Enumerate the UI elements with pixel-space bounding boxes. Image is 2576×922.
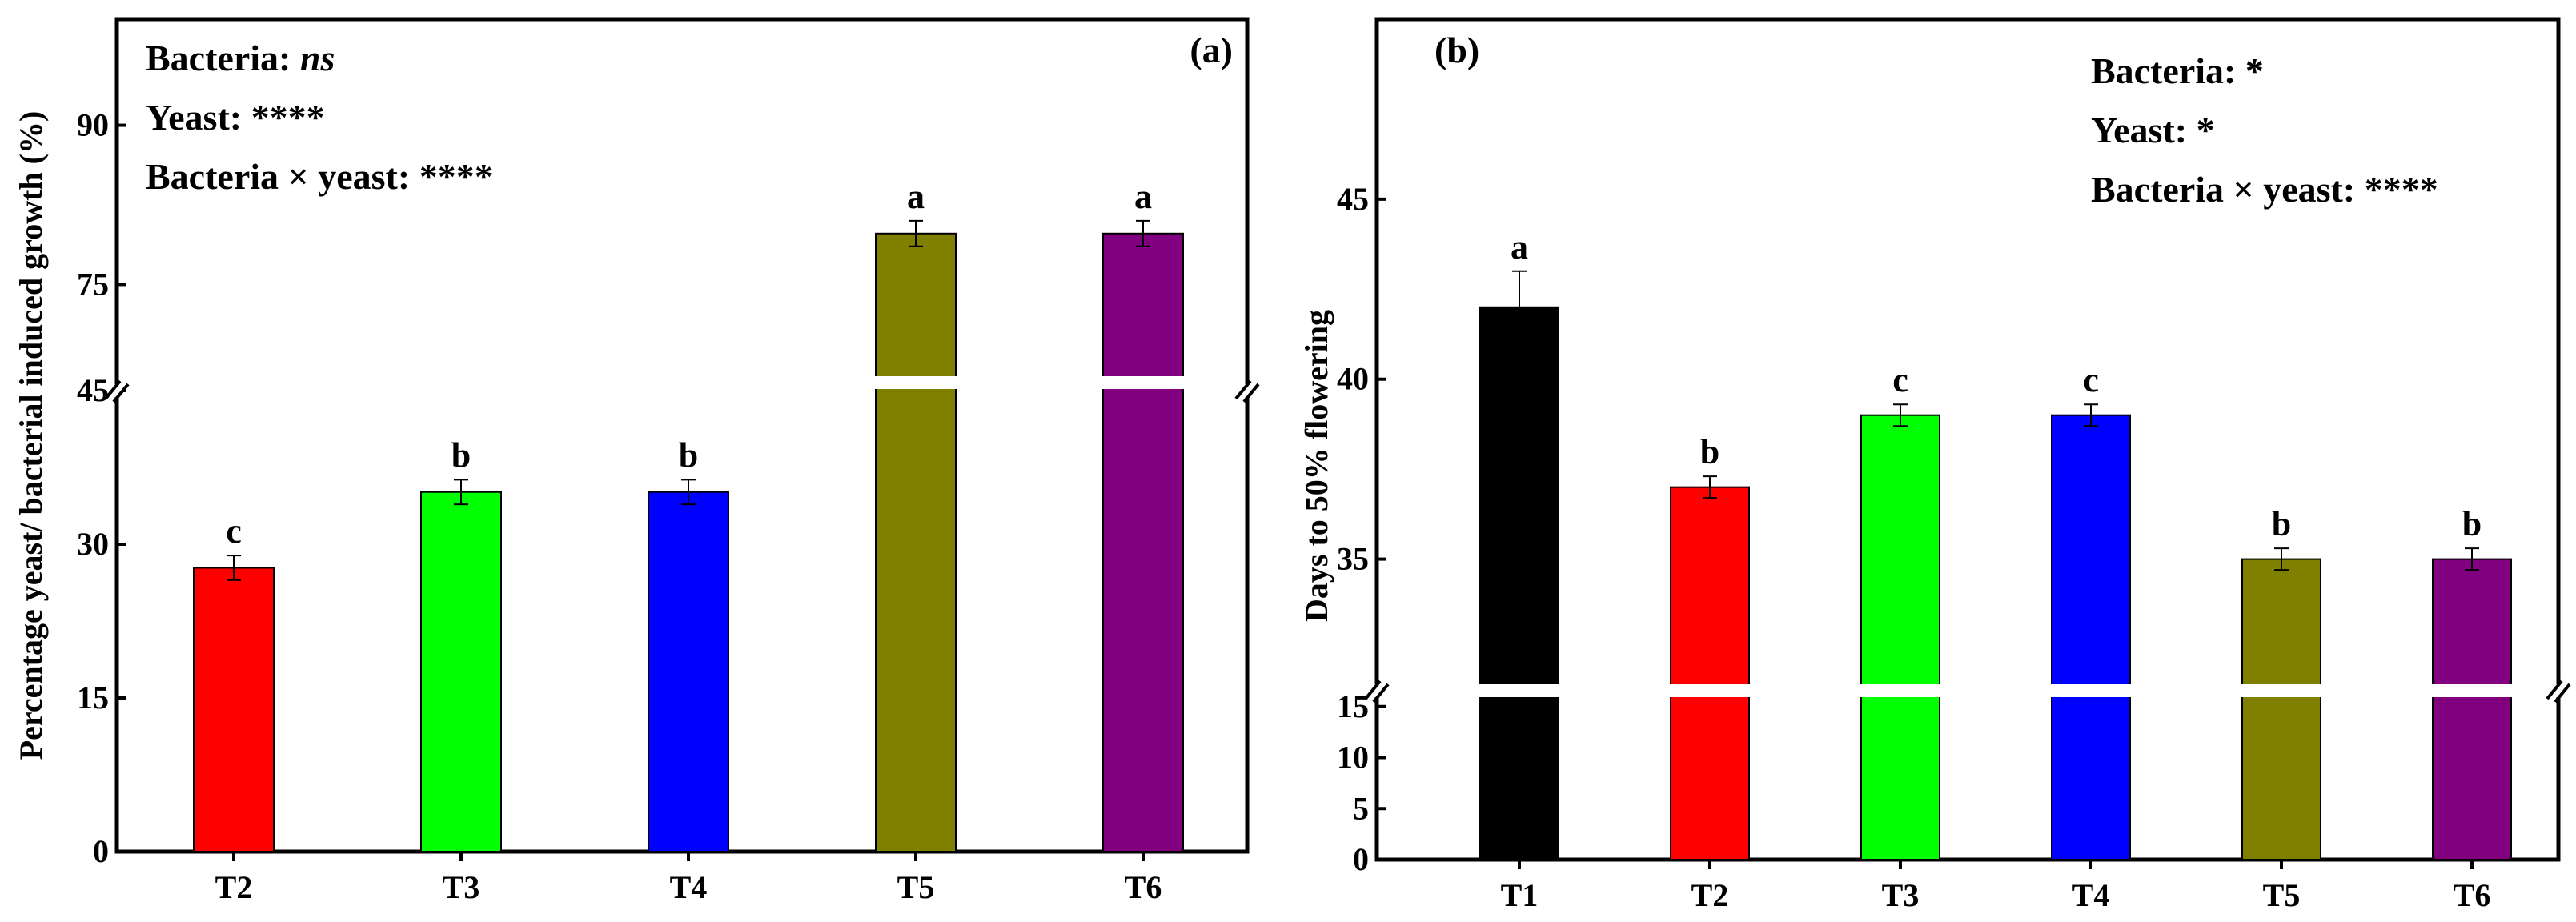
significance-letter: c	[1892, 360, 1908, 399]
significance-letter: b	[2462, 504, 2482, 543]
bar-break-stripe	[2241, 684, 2322, 697]
x-tick-label: T3	[1882, 877, 1920, 913]
annotation-yeast: Yeast: ****	[146, 97, 325, 138]
bar-T3	[420, 491, 502, 852]
significance-letter: b	[2272, 504, 2291, 543]
bar-break-stripe	[1479, 684, 1560, 697]
axis-break-slash	[1372, 683, 1390, 704]
y-tick-label: 75	[77, 266, 109, 302]
x-tick-label: T5	[897, 869, 935, 905]
bar-break-stripe	[874, 376, 957, 389]
annotation-bacteria: Bacteria: *	[2091, 50, 2264, 91]
y-tick-label: 10	[1337, 740, 1369, 776]
bar-break-stripe	[2050, 684, 2132, 697]
significance-letter: a	[1511, 227, 1528, 267]
panel-b-y-axis-title: Days to 50% flowering	[1298, 310, 1334, 622]
y-tick-label: 90	[77, 107, 109, 143]
y-tick-label: 35	[1337, 541, 1369, 577]
x-tick-label: T2	[215, 869, 253, 905]
annotation-yeast: Yeast: *	[2091, 110, 2215, 150]
panel-a-y-axis-title: Percentage yeast/ bacterial induced grow…	[13, 111, 49, 760]
axis-break-slash	[104, 379, 122, 400]
x-tick-label: T4	[2072, 877, 2110, 913]
panel-a-y-ticks: 0 15 30 45 75 90	[77, 107, 1260, 869]
panel-a-bars: c b b a a	[193, 177, 1185, 852]
x-tick-label: T2	[1691, 877, 1729, 913]
y-tick-label: 40	[1337, 361, 1369, 397]
bar-T6	[1102, 232, 1184, 852]
significance-letter: b	[451, 435, 471, 475]
x-tick-label: T5	[2263, 877, 2301, 913]
x-tick-label: T6	[1125, 869, 1162, 905]
panel-a-label: (a)	[1190, 30, 1233, 70]
significance-letter: b	[1700, 432, 1719, 471]
y-tick-label: 15	[1337, 688, 1369, 724]
panel-a-x-ticks: T2 T3 T4 T5 T6	[215, 852, 1162, 905]
axis-break-slash	[2554, 683, 2571, 704]
bar-break-stripe	[1669, 684, 1751, 697]
y-tick-label: 15	[77, 679, 109, 716]
bar-T5	[875, 232, 957, 852]
bar-break-stripe	[1860, 684, 1941, 697]
bar-T5	[2241, 558, 2321, 860]
panel-b-x-ticks: T1 T2 T3 T4 T5 T6	[1501, 860, 2491, 913]
bar-T2	[193, 567, 275, 852]
annotation-bacteria: Bacteria: ns	[146, 38, 335, 78]
y-tick-label: 45	[1337, 181, 1369, 217]
y-tick-label: 0	[93, 833, 109, 869]
significance-letter: c	[2083, 360, 2099, 399]
x-tick-label: T1	[1501, 877, 1539, 913]
bar-break-stripe	[1101, 376, 1185, 389]
x-tick-label: T6	[2454, 877, 2491, 913]
bar-T3	[1860, 414, 1940, 860]
bar-break-stripe	[2431, 684, 2513, 697]
panel-b-frame	[1374, 17, 2561, 862]
annotation-interaction: Bacteria × yeast: ****	[146, 156, 493, 197]
axis-break-slash	[2546, 679, 2563, 700]
significance-letter: c	[226, 511, 242, 551]
panel-b-y-ticks: 0 5 10 15 35 40 45	[1337, 181, 2571, 877]
significance-letter: a	[1134, 177, 1152, 216]
bar-T4	[2051, 414, 2131, 860]
panel-b: (b) Bacteria: * Yeast: * Bacteria × yeas…	[1298, 17, 2571, 913]
x-tick-label: T4	[670, 869, 708, 905]
axis-break-slash	[1364, 679, 1382, 700]
axis-break-slash	[1234, 379, 1252, 400]
annotation-interaction: Bacteria × yeast: ****	[2091, 169, 2438, 210]
significance-letter: a	[907, 177, 925, 216]
axis-break-slash	[112, 383, 130, 403]
bar-T1	[1479, 306, 1559, 860]
panel-b-bars: a b c c b b	[1479, 227, 2513, 860]
bar-T2	[1670, 486, 1750, 860]
bar-T4	[648, 491, 729, 852]
y-tick-label: 30	[77, 526, 109, 562]
y-tick-label: 5	[1353, 790, 1369, 826]
panel-a-annotations: Bacteria: ns Yeast: **** Bacteria × yeas…	[146, 38, 493, 197]
x-tick-label: T3	[443, 869, 480, 905]
bar-T6	[2432, 558, 2512, 860]
significance-letter: b	[679, 435, 698, 475]
panel-b-annotations: Bacteria: * Yeast: * Bacteria × yeast: *…	[2091, 50, 2438, 210]
panel-a: (a) Bacteria: ns Yeast: **** Bacteria × …	[13, 17, 1260, 905]
y-tick-label: 0	[1353, 841, 1369, 877]
y-tick-label: 45	[77, 372, 109, 408]
panel-b-label: (b)	[1434, 30, 1479, 70]
axis-break-slash	[1242, 383, 1260, 403]
